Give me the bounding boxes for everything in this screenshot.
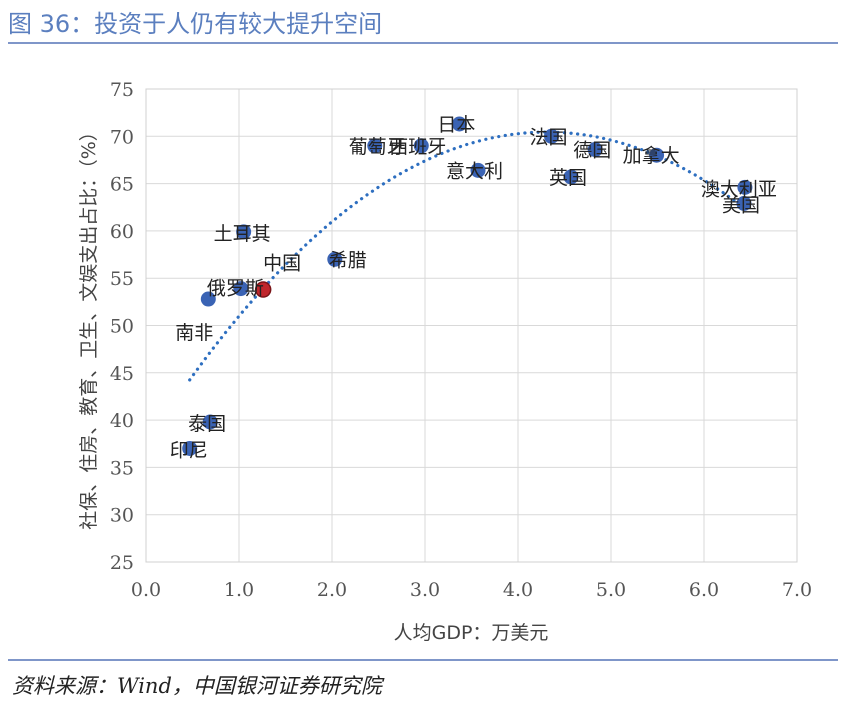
point-label: 西班牙 bbox=[389, 136, 446, 158]
point-label: 葡萄牙 bbox=[349, 136, 406, 158]
point-label: 美国 bbox=[722, 194, 760, 216]
data-point bbox=[470, 162, 486, 178]
point-label: 土耳其 bbox=[214, 223, 271, 245]
y-tick-label: 50 bbox=[110, 316, 134, 338]
y-tick-label: 40 bbox=[110, 410, 134, 432]
x-tick-label: 7.0 bbox=[782, 579, 812, 601]
data-point bbox=[254, 281, 272, 298]
data-point bbox=[233, 281, 249, 297]
x-tick-label: 0.0 bbox=[131, 579, 161, 601]
y-axis-label: 社保、住房、教育、卫生、文娱支出占比：（%） bbox=[78, 122, 100, 530]
data-point bbox=[587, 142, 603, 158]
point-label: 意大利 bbox=[446, 160, 503, 182]
y-tick-labels: 25 30 35 40 45 50 55 60 65 70 75 bbox=[110, 79, 134, 574]
title-divider bbox=[8, 42, 838, 44]
y-tick-label: 55 bbox=[110, 268, 134, 290]
y-tick-label: 70 bbox=[110, 126, 134, 148]
figure-title: 图 36：投资于人仍有较大提升空间 bbox=[8, 10, 383, 38]
point-label: 德国 bbox=[573, 140, 611, 162]
x-tick-label: 4.0 bbox=[503, 579, 533, 601]
data-point bbox=[367, 138, 383, 154]
plot-frame bbox=[145, 88, 798, 563]
data-point bbox=[649, 147, 665, 163]
data-point bbox=[327, 251, 343, 267]
scatter-chart: 25 30 35 40 45 50 55 60 65 70 75 0.0 1.0 2.0 3.0 4.0 5.… bbox=[78, 79, 812, 644]
data-point bbox=[200, 291, 216, 307]
x-tick-label: 2.0 bbox=[317, 579, 347, 601]
data-point bbox=[202, 414, 218, 430]
data-point bbox=[236, 224, 252, 240]
point-label: 中国 bbox=[263, 253, 301, 275]
x-tick-label: 3.0 bbox=[410, 579, 440, 601]
point-label: 澳大利亚 bbox=[701, 178, 777, 200]
point-label: 俄罗斯 bbox=[207, 278, 264, 300]
point-label: 希腊 bbox=[329, 249, 367, 271]
data-point bbox=[451, 116, 467, 132]
data-point bbox=[737, 179, 753, 195]
source-divider bbox=[8, 659, 838, 661]
source-note: 资料来源：Wind，中国银河证券研究院 bbox=[12, 674, 382, 698]
y-tick-label: 30 bbox=[110, 505, 134, 527]
y-tick-label: 75 bbox=[110, 79, 134, 101]
y-tick-label: 65 bbox=[110, 174, 134, 196]
data-point bbox=[182, 440, 198, 456]
data-points bbox=[182, 116, 753, 456]
x-tick-label: 1.0 bbox=[224, 579, 254, 601]
point-label: 泰国 bbox=[188, 413, 226, 435]
point-label: 加拿大 bbox=[623, 144, 680, 167]
data-point bbox=[543, 128, 559, 144]
y-tick-label: 25 bbox=[110, 552, 134, 574]
y-tick-label: 60 bbox=[110, 221, 134, 243]
point-label: 英国 bbox=[549, 167, 587, 189]
data-point bbox=[736, 195, 752, 211]
point-label: 法国 bbox=[529, 126, 567, 148]
x-tick-label: 5.0 bbox=[596, 579, 626, 601]
data-point bbox=[563, 169, 579, 185]
point-label: 日本 bbox=[437, 114, 475, 136]
x-axis-label: 人均GDP：万美元 bbox=[394, 622, 549, 644]
y-tick-label: 35 bbox=[110, 457, 134, 479]
point-label: 印尼 bbox=[170, 439, 208, 461]
y-tick-label: 45 bbox=[110, 363, 134, 385]
data-point bbox=[413, 138, 429, 154]
x-tick-labels: 0.0 1.0 2.0 3.0 4.0 5.0 6.0 7.0 bbox=[131, 579, 812, 601]
point-label: 南非 bbox=[175, 322, 213, 344]
x-tick-label: 6.0 bbox=[689, 579, 719, 601]
